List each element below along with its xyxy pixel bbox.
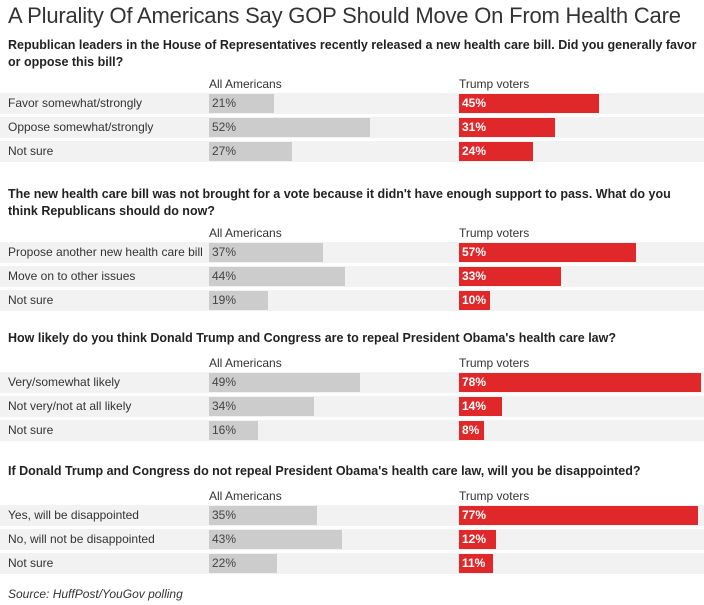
data-row: Move on to other issues 44% 33%: [0, 266, 704, 287]
value-label-all-americans: 21%: [212, 96, 237, 110]
bar-all-americans: [209, 530, 342, 549]
data-row: No, will not be disappointed 43% 12%: [0, 529, 704, 550]
category-label: Oppose somewhat/strongly: [8, 120, 154, 134]
value-label-trump-voters: 77%: [462, 508, 487, 522]
category-label: Very/somewhat likely: [8, 375, 121, 389]
data-row: Not sure 27% 24%: [0, 141, 704, 162]
value-label-trump-voters: 12%: [462, 532, 487, 546]
value-label-all-americans: 16%: [212, 423, 237, 437]
value-label-trump-voters: 78%: [462, 375, 487, 389]
value-label-trump-voters: 33%: [462, 269, 487, 283]
value-label-all-americans: 22%: [212, 556, 237, 570]
bar-trump-voters: [459, 421, 484, 440]
question-text: How likely do you think Donald Trump and…: [8, 331, 616, 345]
value-label-trump-voters: 57%: [462, 245, 487, 259]
value-label-all-americans: 19%: [212, 293, 237, 307]
column-header-all-americans: All Americans: [209, 356, 282, 370]
row-background: [0, 396, 704, 417]
category-label: Not sure: [8, 423, 54, 437]
bar-all-americans: [209, 373, 360, 392]
bar-trump-voters: [459, 397, 502, 416]
value-label-trump-voters: 45%: [462, 96, 487, 110]
column-header-trump-voters: Trump voters: [459, 356, 530, 370]
bar-trump-voters: [459, 118, 555, 137]
category-label: No, will not be disappointed: [8, 532, 155, 546]
value-label-trump-voters: 24%: [462, 144, 487, 158]
bar-all-americans: [209, 397, 314, 416]
bar-trump-voters: [459, 506, 698, 525]
row-background: [0, 529, 704, 550]
category-label: Not very/not at all likely: [8, 399, 132, 413]
row-background: [0, 290, 704, 311]
value-label-all-americans: 35%: [212, 508, 237, 522]
value-label-all-americans: 52%: [212, 120, 237, 134]
bar-all-americans: [209, 291, 268, 310]
value-label-all-americans: 27%: [212, 144, 237, 158]
category-label: Move on to other issues: [8, 269, 136, 283]
column-header-all-americans: All Americans: [209, 226, 282, 240]
data-row: Propose another new health care bill 37% 5…: [0, 242, 704, 263]
bar-trump-voters: [459, 554, 493, 573]
source-note: Source: HuffPost/YouGov polling: [8, 587, 183, 601]
data-row: Oppose somewhat/strongly 52% 31%: [0, 117, 704, 138]
value-label-trump-voters: 10%: [462, 293, 487, 307]
category-label: Favor somewhat/strongly: [8, 96, 143, 110]
category-label: Propose another new health care bill: [8, 245, 203, 259]
bar-trump-voters: [459, 243, 636, 262]
data-row: Not sure 16% 8%: [0, 420, 704, 441]
data-row: Not very/not at all likely 34% 14%: [0, 396, 704, 417]
row-background: [0, 553, 704, 574]
bar-all-americans: [209, 554, 277, 573]
value-label-all-americans: 43%: [212, 532, 237, 546]
category-label: Yes, will be disappointed: [8, 508, 139, 522]
bar-trump-voters: [459, 373, 701, 392]
bar-all-americans: [209, 267, 345, 286]
value-label-trump-voters: 11%: [462, 556, 486, 570]
bar-trump-voters: [459, 142, 533, 161]
value-label-all-americans: 49%: [212, 375, 237, 389]
bar-trump-voters: [459, 94, 599, 113]
column-header-trump-voters: Trump voters: [459, 77, 530, 91]
row-background: [0, 420, 704, 441]
bar-all-americans: [209, 421, 258, 440]
question-text: Republican leaders in the House of Repre…: [8, 38, 697, 69]
data-row: Not sure 22% 11%: [0, 553, 704, 574]
bar-all-americans: [209, 142, 292, 161]
bar-trump-voters: [459, 530, 496, 549]
chart-title: A Plurality Of Americans Say GOP Should …: [8, 3, 681, 28]
bar-all-americans: [209, 94, 274, 113]
column-header-trump-voters: Trump voters: [459, 489, 530, 503]
bar-all-americans: [209, 243, 323, 262]
question-text: If Donald Trump and Congress do not repe…: [8, 464, 641, 478]
data-row: Yes, will be disappointed 35% 77%: [0, 505, 704, 526]
data-row: Very/somewhat likely 49% 78%: [0, 372, 704, 393]
data-row: Favor somewhat/strongly 21% 45%: [0, 93, 704, 114]
column-header-trump-voters: Trump voters: [459, 226, 530, 240]
column-header-all-americans: All Americans: [209, 489, 282, 503]
bar-trump-voters: [459, 267, 561, 286]
category-label: Not sure: [8, 293, 54, 307]
bar-all-americans: [209, 118, 370, 137]
value-label-all-americans: 34%: [212, 399, 237, 413]
value-label-trump-voters: 8%: [462, 423, 480, 437]
category-label: Not sure: [8, 556, 54, 570]
data-row: Not sure 19% 10%: [0, 290, 704, 311]
bar-all-americans: [209, 506, 317, 525]
value-label-trump-voters: 14%: [462, 399, 487, 413]
value-label-all-americans: 37%: [212, 245, 237, 259]
value-label-all-americans: 44%: [212, 269, 237, 283]
row-background: [0, 141, 704, 162]
question-text: The new health care bill was not brought…: [8, 187, 671, 218]
value-label-trump-voters: 31%: [462, 120, 487, 134]
column-header-all-americans: All Americans: [209, 77, 282, 91]
bar-trump-voters: [459, 291, 490, 310]
category-label: Not sure: [8, 144, 54, 158]
